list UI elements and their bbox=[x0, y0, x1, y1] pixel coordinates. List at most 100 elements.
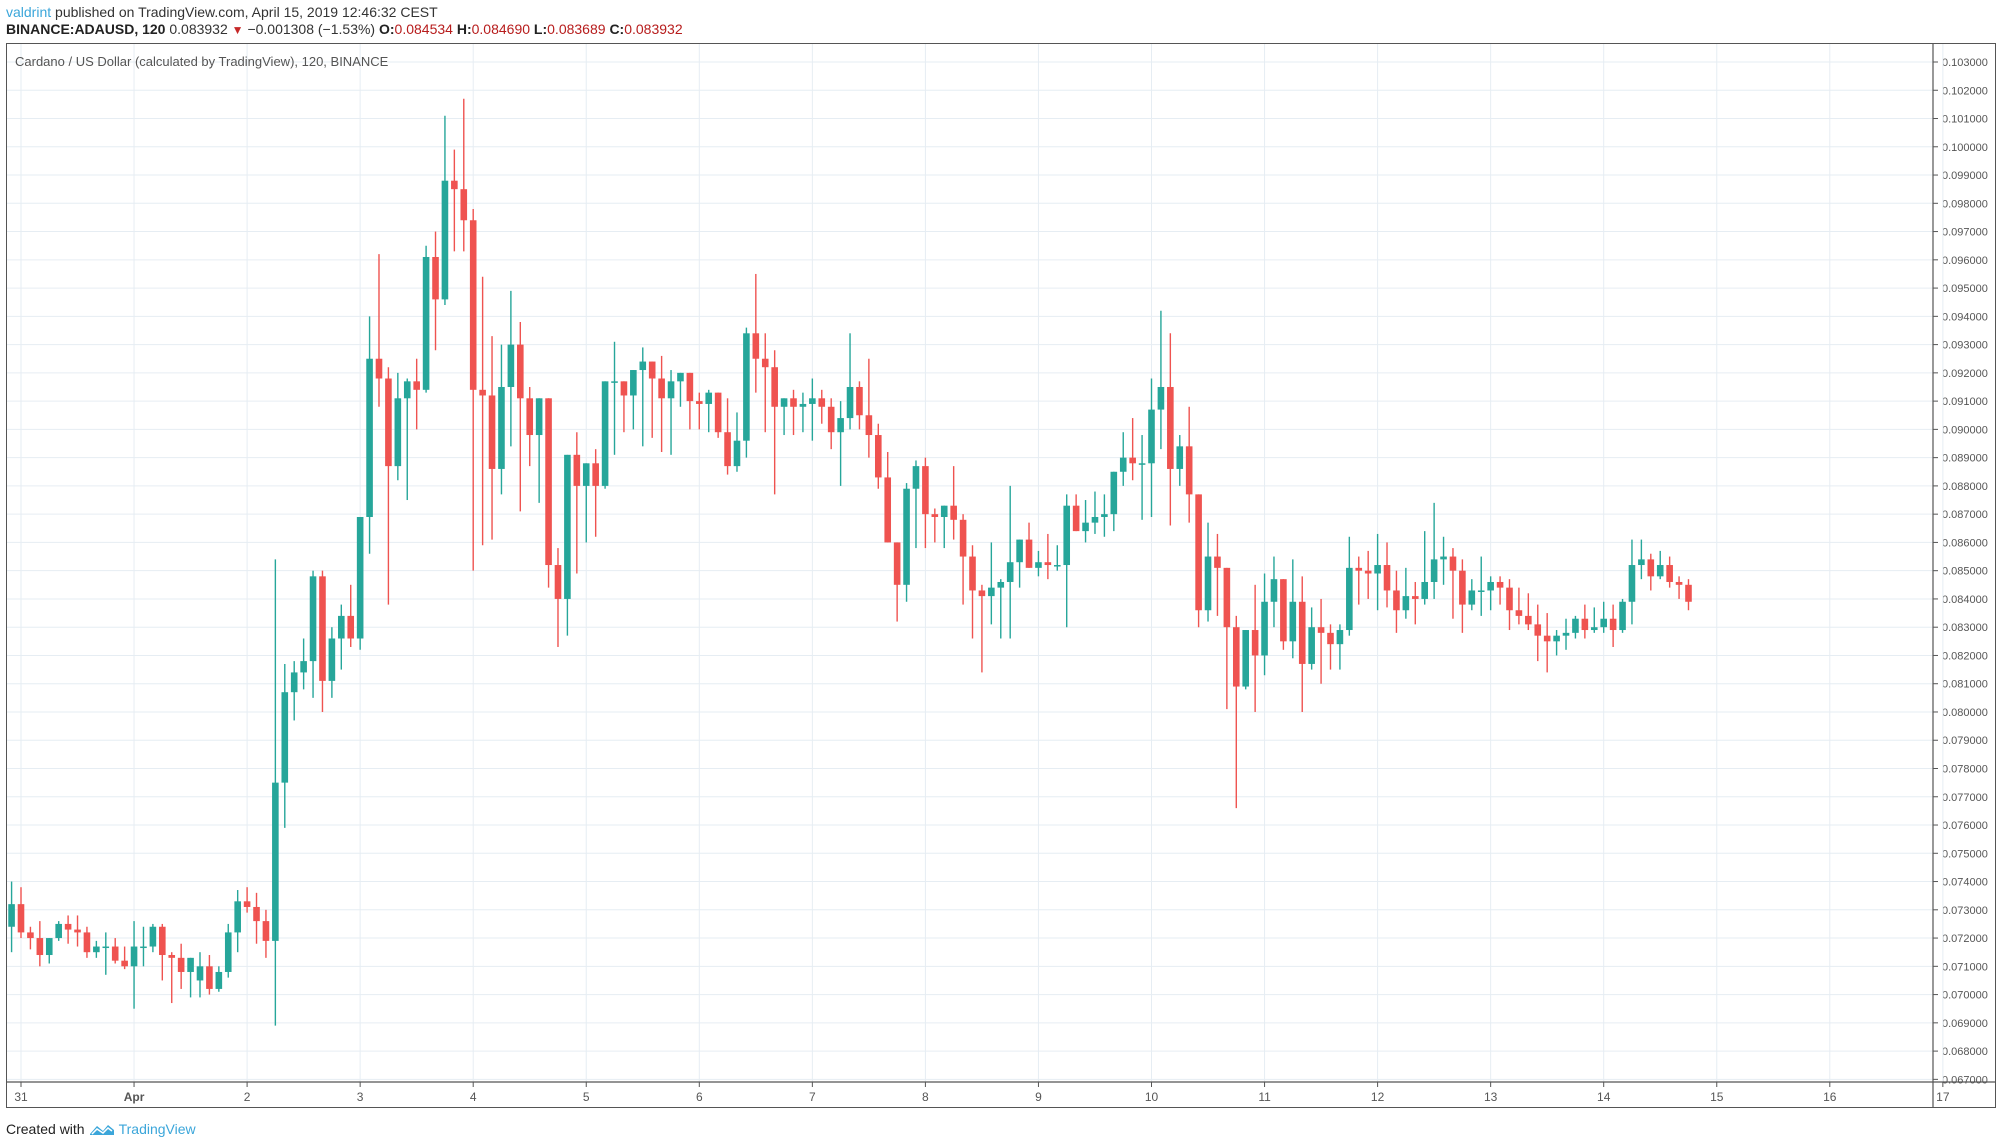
x-axis-label: 2 bbox=[244, 1090, 251, 1104]
candle bbox=[545, 398, 552, 566]
candle bbox=[724, 432, 731, 467]
candle bbox=[1383, 565, 1391, 591]
candle bbox=[83, 932, 91, 953]
candle bbox=[234, 901, 241, 933]
candle bbox=[969, 556, 976, 591]
candle bbox=[1609, 618, 1617, 631]
candle bbox=[658, 378, 665, 399]
candle bbox=[300, 661, 307, 673]
candle bbox=[1590, 627, 1598, 631]
symbol-label: BINANCE:ADAUSD, 120 bbox=[6, 21, 166, 37]
candle bbox=[1242, 630, 1250, 687]
candle bbox=[1459, 570, 1466, 605]
candle bbox=[253, 906, 260, 922]
x-axis-label: 5 bbox=[583, 1090, 590, 1104]
candle bbox=[1110, 471, 1118, 515]
candle bbox=[630, 370, 637, 396]
candle bbox=[1468, 590, 1476, 605]
candle bbox=[1402, 596, 1410, 611]
author-link[interactable]: valdrint bbox=[6, 4, 52, 20]
candle bbox=[215, 971, 223, 989]
candle bbox=[196, 966, 204, 981]
candle bbox=[432, 256, 439, 300]
y-axis-label: 0.091000 bbox=[1942, 396, 1988, 408]
candle bbox=[130, 946, 138, 967]
candle bbox=[592, 463, 599, 486]
tradingview-link[interactable]: TradingView bbox=[118, 1121, 196, 1137]
candle bbox=[1562, 632, 1570, 636]
candle bbox=[1251, 630, 1259, 656]
candle bbox=[479, 389, 486, 396]
candle bbox=[1477, 590, 1485, 592]
x-axis-label: 7 bbox=[809, 1090, 816, 1104]
candle bbox=[1675, 581, 1683, 585]
candle bbox=[535, 398, 543, 436]
candle bbox=[1148, 409, 1155, 464]
low-value: 0.083689 bbox=[547, 21, 606, 37]
candle bbox=[1619, 601, 1626, 631]
open-value: 0.084534 bbox=[394, 21, 453, 37]
y-axis-label: 0.093000 bbox=[1942, 340, 1988, 352]
y-axis-label: 0.103000 bbox=[1942, 57, 1988, 69]
y-axis-label: 0.089000 bbox=[1942, 453, 1988, 465]
candle bbox=[1289, 601, 1297, 642]
x-axis-label: 16 bbox=[1823, 1090, 1837, 1104]
y-axis-label: 0.097000 bbox=[1942, 227, 1988, 239]
candle bbox=[931, 514, 939, 517]
y-axis-label: 0.077000 bbox=[1942, 792, 1988, 804]
candle bbox=[290, 672, 298, 693]
x-axis-label: 11 bbox=[1258, 1090, 1271, 1104]
candle bbox=[903, 488, 910, 585]
candle bbox=[74, 929, 81, 933]
y-axis-label: 0.087000 bbox=[1942, 509, 1988, 521]
x-axis-label: 31 bbox=[14, 1090, 28, 1104]
candle bbox=[771, 367, 778, 407]
candle bbox=[809, 398, 816, 404]
candle bbox=[1261, 601, 1268, 656]
candle bbox=[347, 615, 355, 639]
candle bbox=[36, 938, 44, 956]
candle bbox=[1195, 494, 1202, 611]
candle bbox=[1449, 556, 1457, 571]
candle bbox=[799, 403, 807, 407]
candle bbox=[1487, 581, 1494, 591]
candle bbox=[1515, 610, 1523, 616]
candle bbox=[1298, 601, 1306, 664]
candle bbox=[394, 398, 402, 467]
footer: Created with TradingView bbox=[6, 1121, 196, 1137]
x-axis-label: 6 bbox=[696, 1090, 703, 1104]
candle bbox=[224, 932, 232, 972]
published-text: published on TradingView.com, April 15, … bbox=[55, 4, 438, 20]
candle bbox=[837, 418, 844, 433]
chart-title: Cardano / US Dollar (calculated by Tradi… bbox=[15, 54, 389, 69]
y-axis-label: 0.086000 bbox=[1942, 537, 1988, 549]
y-axis-label: 0.101000 bbox=[1942, 114, 1988, 126]
candle bbox=[686, 372, 694, 402]
candle bbox=[441, 180, 449, 300]
candle bbox=[714, 392, 722, 433]
created-with-label: Created with bbox=[6, 1121, 85, 1137]
candle bbox=[309, 576, 317, 662]
candle bbox=[1072, 505, 1080, 532]
y-axis-label: 0.083000 bbox=[1942, 622, 1988, 634]
candle bbox=[573, 454, 581, 486]
y-axis-label: 0.082000 bbox=[1942, 650, 1988, 662]
candle bbox=[1167, 386, 1174, 469]
candle bbox=[93, 946, 100, 953]
candle bbox=[45, 938, 53, 956]
candle bbox=[149, 926, 157, 947]
candle bbox=[1129, 457, 1136, 464]
candle bbox=[912, 466, 920, 489]
candle bbox=[1053, 565, 1061, 567]
y-axis-label: 0.080000 bbox=[1942, 707, 1988, 719]
candle bbox=[696, 401, 703, 404]
open-label: O: bbox=[378, 21, 395, 37]
candle bbox=[206, 966, 213, 989]
candle bbox=[1035, 562, 1042, 568]
candle bbox=[319, 576, 326, 681]
candle bbox=[997, 581, 1005, 588]
y-axis-label: 0.079000 bbox=[1942, 735, 1988, 747]
y-axis-label: 0.068000 bbox=[1942, 1046, 1988, 1058]
x-axis-label: 4 bbox=[470, 1090, 477, 1104]
